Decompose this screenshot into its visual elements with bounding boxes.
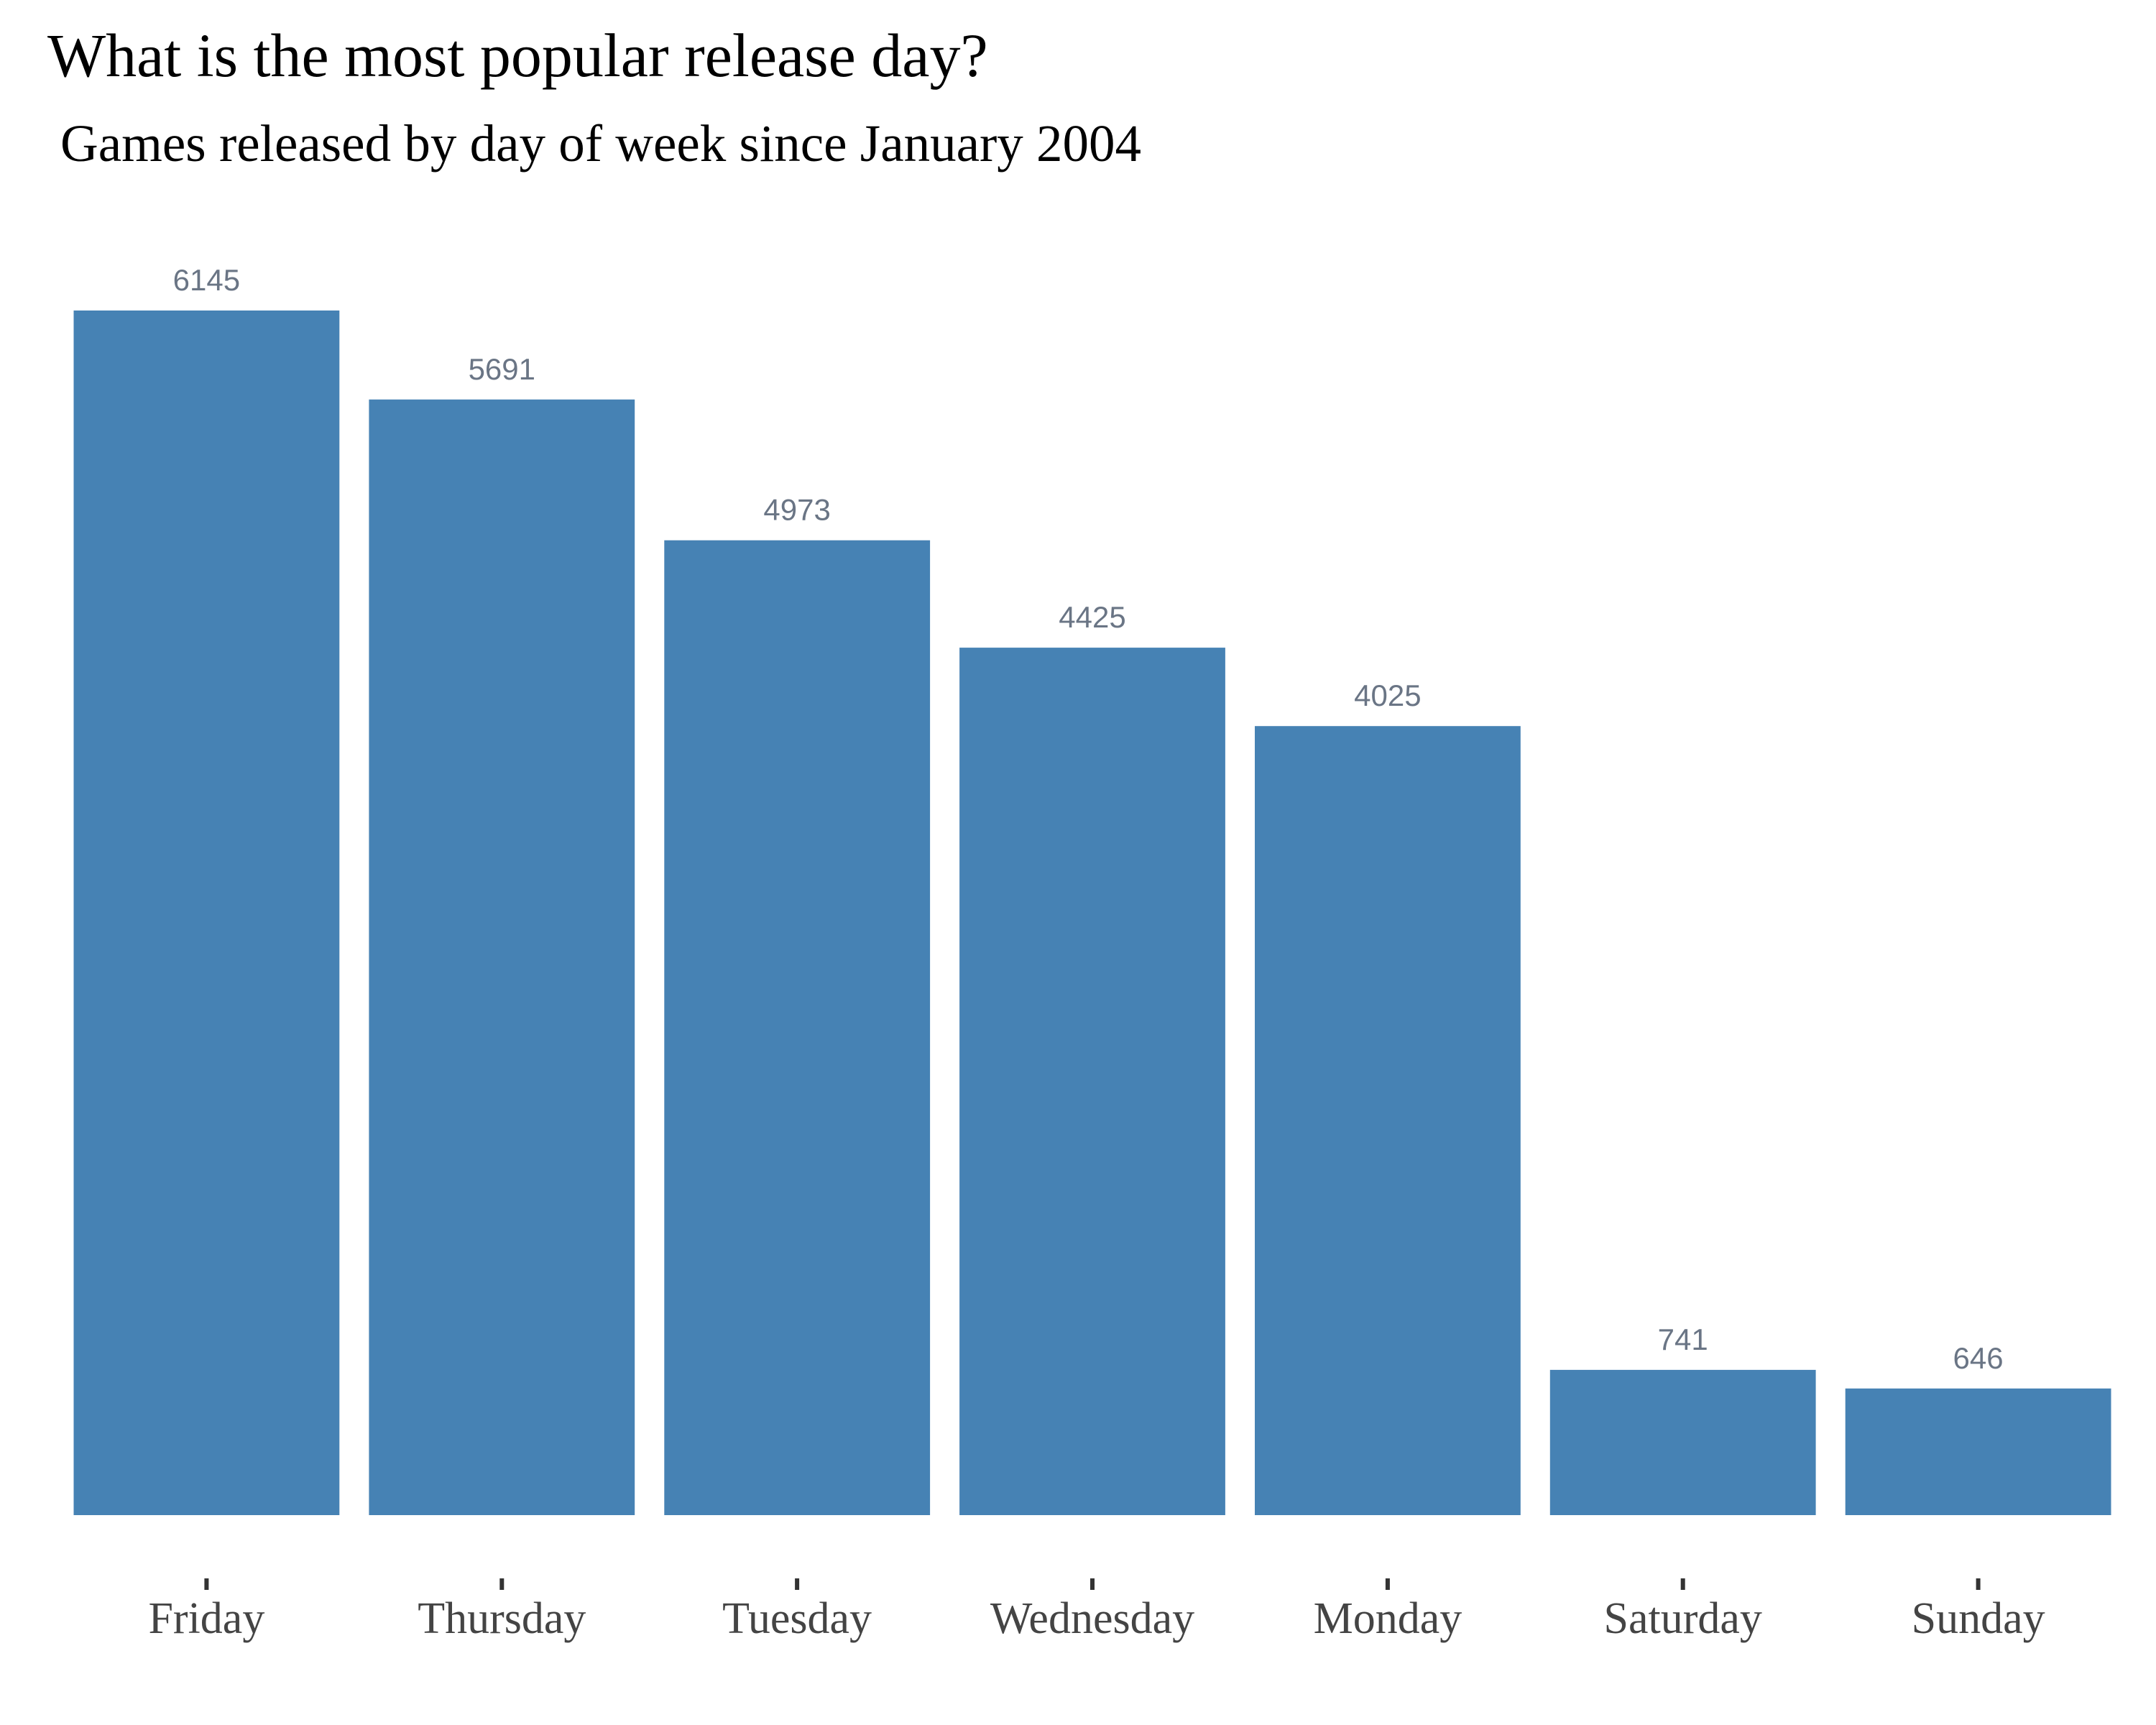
tick-label-saturday: Saturday xyxy=(1604,1594,1762,1643)
tick-label-friday: Friday xyxy=(148,1594,264,1643)
tick-label-tuesday: Tuesday xyxy=(722,1594,872,1643)
tick-label-wednesday: Wednesday xyxy=(990,1594,1194,1643)
value-label-tuesday: 4973 xyxy=(763,493,830,527)
value-label-saturday: 741 xyxy=(1658,1322,1708,1356)
value-label-wednesday: 4425 xyxy=(1059,600,1125,634)
bar-monday xyxy=(1255,726,1521,1516)
bar-tuesday xyxy=(664,540,931,1516)
tick-label-monday: Monday xyxy=(1314,1594,1462,1643)
tick-label-thursday: Thursday xyxy=(418,1594,586,1643)
chart-title: What is the most popular release day? xyxy=(47,21,988,90)
bar-sunday xyxy=(1845,1388,2111,1515)
bar-saturday xyxy=(1549,1369,1816,1515)
x-axis-tick-labels: Friday Thursday Tuesday Wednesday Monday Satu… xyxy=(148,1594,2045,1643)
value-label-friday: 6145 xyxy=(173,263,240,297)
bars-layer xyxy=(73,310,2111,1516)
chart-subtitle: Games released by day of week since Janu… xyxy=(60,114,1142,172)
value-labels-layer: 6145 5691 4973 4425 4025 741 646 xyxy=(173,263,2004,1375)
value-label-sunday: 646 xyxy=(1953,1341,2004,1375)
value-label-monday: 4025 xyxy=(1354,678,1421,712)
bar-friday xyxy=(73,310,340,1515)
bar-wednesday xyxy=(959,648,1225,1515)
tick-label-sunday: Sunday xyxy=(1912,1594,2045,1643)
value-label-thursday: 5691 xyxy=(469,352,535,386)
x-axis-ticks xyxy=(204,1578,1981,1590)
bar-thursday xyxy=(369,399,635,1515)
